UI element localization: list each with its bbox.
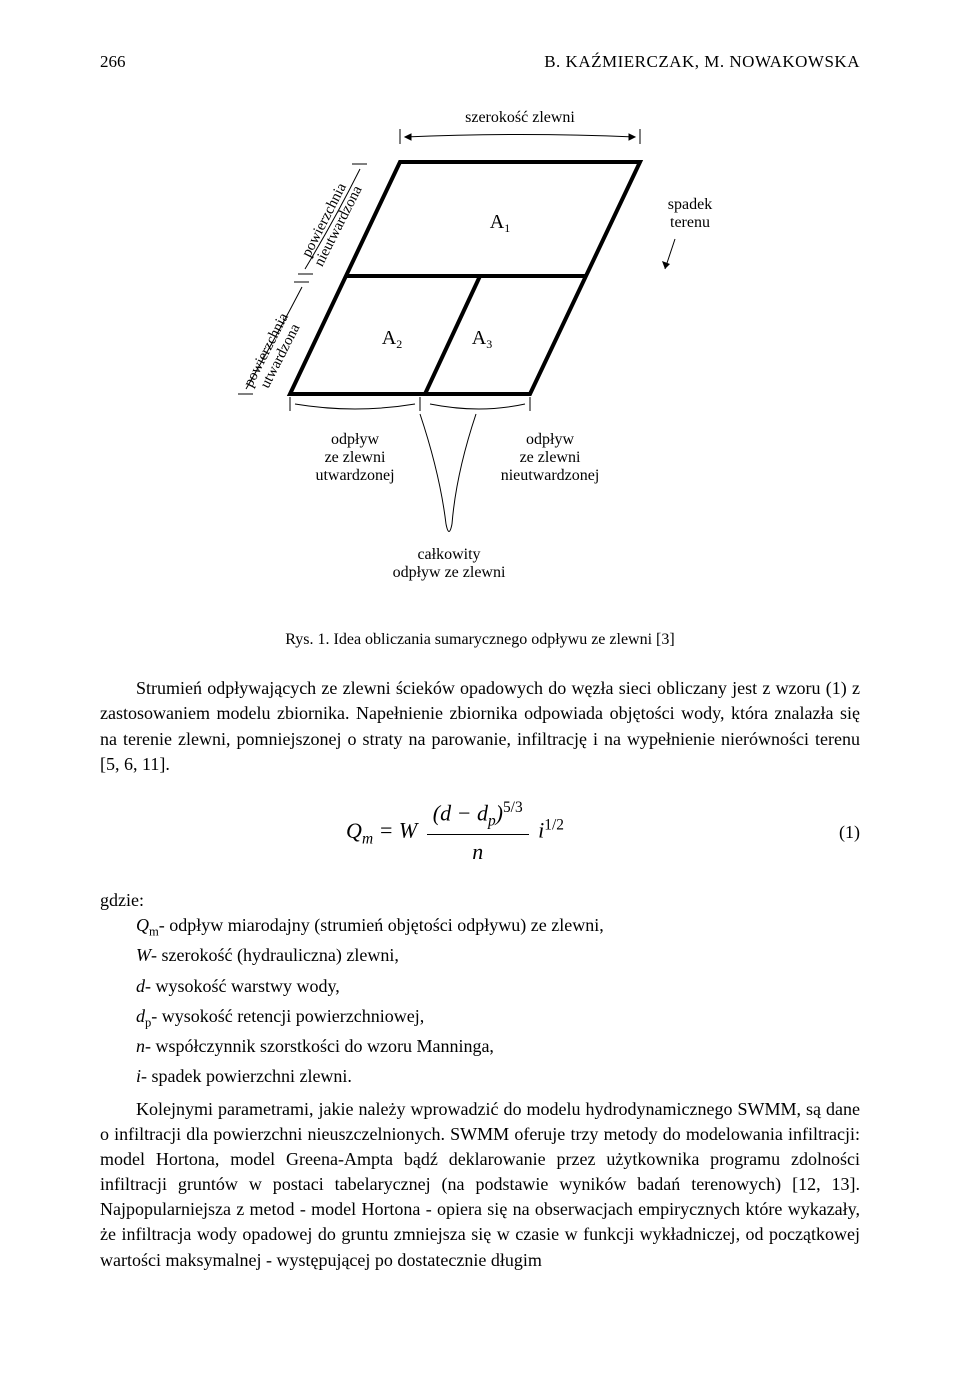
page-header: 266 B. KAŹMIERCZAK, M. NOWAKOWSKA (100, 50, 860, 74)
outflow-left-l1: odpływ (331, 431, 379, 448)
dim-top (400, 129, 640, 144)
where-item: Qm- odpływ miarodajny (strumień objętośc… (136, 913, 860, 941)
where-item: W- szerokość (hydrauliczna) zlewni, (136, 943, 860, 971)
figure-container: szerokość zlewni powierzchnia nieutwardz… (100, 104, 860, 614)
eq-fraction: (d − dp)5/3 n (427, 797, 529, 868)
cell-a2-text: A2 (382, 327, 402, 351)
equation: Qm = W (d − dp)5/3 n i1/2 (100, 797, 810, 868)
page-number: 266 (100, 50, 126, 74)
cell-a3-text: A3 (472, 327, 492, 351)
where-item: n- współczynnik szorstkości do wzoru Man… (136, 1034, 860, 1062)
where-item: d- wysokość warstwy wody, (136, 974, 860, 1002)
equation-row: Qm = W (d − dp)5/3 n i1/2 (1) (100, 797, 860, 868)
outflow-right-l2: ze zlewni (520, 449, 581, 466)
paragraph-1: Strumień odpływających ze zlewni ścieków… (100, 676, 860, 777)
outflow-total-l2: odpływ ze zlewni (393, 564, 506, 581)
slope-l2: terenu (670, 214, 710, 231)
eq-w: W (399, 818, 417, 843)
where-label: gdzie: (100, 888, 860, 913)
outflow-right-l3: nieutwardzonej (501, 467, 600, 484)
cell-a1-text: A1 (490, 211, 510, 235)
where-item: dp- wysokość retencji powierzchniowej, (136, 1004, 860, 1032)
authors: B. KAŹMIERCZAK, M. NOWAKOWSKA (544, 50, 860, 74)
equation-number: (1) (810, 820, 860, 845)
outflow-left-l3: utwardzonej (315, 467, 394, 484)
eq-equals: = (379, 818, 399, 843)
paragraph-2: Kolejnymi parametrami, jakie należy wpro… (100, 1097, 860, 1273)
slope-arrow: spadek terenu (662, 196, 712, 269)
figure-caption: Rys. 1. Idea obliczania sumarycznego odp… (100, 629, 860, 651)
outflow-right-l1: odpływ (526, 431, 574, 448)
axis-bottom-group: powierzchnia utwardzona (241, 310, 304, 391)
flow-curves (420, 414, 476, 532)
bottom-braces (290, 397, 530, 411)
width-label: szerokość zlewni (465, 109, 575, 126)
where-item: i- spadek powierzchni zlewni. (136, 1064, 860, 1092)
slope-l1: spadek (668, 196, 712, 213)
eq-i-exp: 1/2 (544, 816, 564, 833)
outflow-left-l2: ze zlewni (325, 449, 386, 466)
catchment-diagram: szerokość zlewni powierzchnia nieutwardz… (220, 104, 740, 614)
diagram-svg: szerokość zlewni powierzchnia nieutwardz… (220, 104, 740, 614)
where-list: Qm- odpływ miarodajny (strumień objętośc… (136, 913, 860, 1092)
eq-lhs: Qm (346, 818, 373, 843)
outflow-total-l1: całkowity (417, 546, 480, 563)
